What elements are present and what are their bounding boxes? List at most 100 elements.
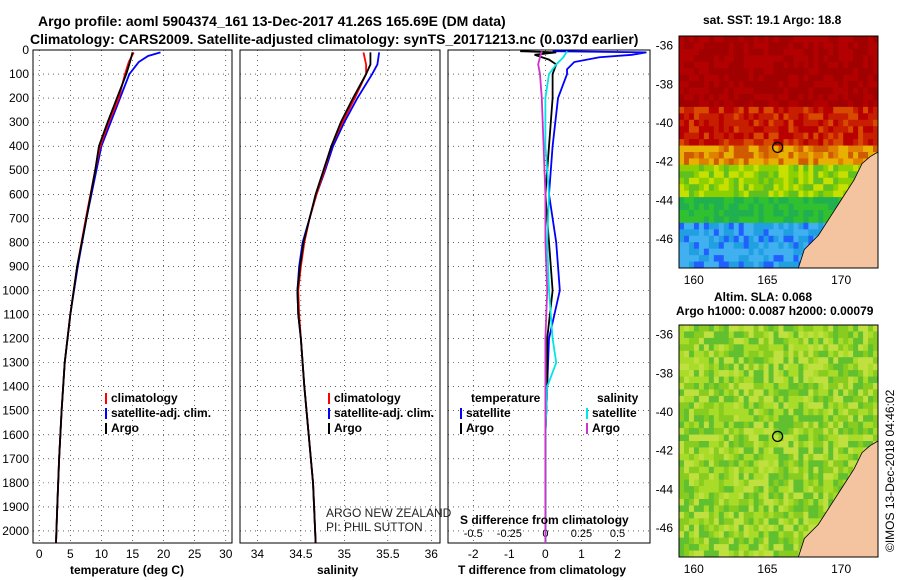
map-cell [763, 350, 770, 358]
map-cell [788, 152, 794, 159]
map-cell [823, 203, 829, 211]
map-cell [768, 152, 775, 159]
map-cell [783, 68, 789, 76]
map-cell [708, 421, 715, 429]
map-cell [713, 511, 720, 519]
map-cell [848, 68, 854, 76]
map-cell [703, 511, 710, 519]
map-cell [768, 544, 775, 552]
map-cell [708, 81, 715, 89]
map-cell [813, 434, 819, 442]
x-tick-label: 25 [188, 547, 202, 561]
map-cell [803, 479, 809, 487]
map-cell [803, 441, 809, 448]
map-cell [813, 337, 819, 345]
map-cell [708, 408, 715, 416]
map-cell [793, 550, 799, 558]
map-cell [788, 242, 794, 250]
series-line-argo [55, 52, 134, 544]
legend-swatch [105, 423, 107, 434]
map-cell [718, 87, 725, 95]
map-cell [798, 531, 804, 539]
map-cell [758, 402, 765, 410]
sla-map-title-line2: Argo h1000: 0.0087 h2000: 0.00079 [676, 304, 874, 318]
map-cell [823, 421, 829, 429]
map-cell [868, 100, 874, 108]
map-cell [823, 190, 829, 198]
map-cell [793, 171, 799, 179]
map-cell [728, 434, 735, 442]
map-cell [763, 325, 770, 332]
map-cell [858, 61, 864, 69]
map-cell [758, 242, 765, 250]
legend-label: satellite-adj. clim. [334, 406, 435, 420]
map-cell [713, 453, 720, 461]
map-cell [783, 203, 789, 211]
map-cell [683, 350, 690, 358]
map-cell [873, 81, 879, 89]
map-cell [743, 177, 750, 185]
map-cell [813, 55, 819, 63]
map-cell [808, 68, 814, 76]
map-cell [679, 61, 685, 69]
map-cell [679, 158, 685, 166]
map-cell [679, 524, 685, 532]
map-cell [833, 383, 839, 390]
map-cell [843, 132, 849, 140]
map-cell [778, 235, 784, 243]
temperature-legend: climatology satellite-adj. clim. Argo [105, 391, 211, 436]
map-cell [758, 479, 765, 487]
map-cell [683, 100, 690, 108]
map-cell [758, 550, 765, 558]
map-cell [793, 447, 799, 455]
map-y-tick-label: -46 [656, 521, 674, 535]
map-cell [763, 222, 770, 230]
map-cell [773, 119, 779, 127]
map-cell [728, 325, 735, 332]
map-cell [823, 428, 829, 436]
map-cell [718, 344, 725, 352]
y-tick-label: 800 [9, 235, 29, 249]
map-cell [788, 473, 794, 481]
map-cell [698, 325, 705, 332]
map-cell [693, 325, 700, 332]
map-cell [798, 350, 804, 358]
map-cell [808, 492, 814, 500]
map-cell [778, 106, 784, 114]
map-cell [738, 337, 745, 345]
map-cell [858, 421, 864, 429]
map-cell [808, 460, 814, 468]
map-cell [758, 441, 765, 448]
map-cell [823, 434, 829, 442]
map-cell [853, 441, 859, 448]
legend-heading-text: salinity [597, 391, 639, 405]
map-cell [743, 100, 750, 108]
map-cell [868, 81, 874, 89]
map-cell [718, 36, 725, 43]
map-cell [738, 441, 745, 448]
map-cell [703, 453, 710, 461]
map-cell [723, 550, 730, 558]
map-cell [768, 255, 775, 263]
map-cell [688, 203, 695, 211]
map-cell [818, 492, 824, 500]
map-cell [738, 61, 745, 69]
map-cell [713, 325, 720, 332]
map-cell [718, 139, 725, 147]
map-cell [773, 325, 779, 332]
map-cell [863, 408, 869, 416]
map-cell [743, 190, 750, 198]
map-cell [828, 357, 834, 365]
map-cell [768, 550, 775, 558]
map-cell [723, 337, 730, 345]
map-cell [813, 453, 819, 461]
map-cell [738, 531, 745, 539]
map-cell [758, 344, 765, 352]
map-cell [873, 36, 879, 43]
legend-label: Argo [111, 421, 139, 435]
map-cell [808, 113, 814, 121]
map-frame [678, 35, 879, 269]
map-cell [783, 524, 789, 532]
map-cell [863, 421, 869, 429]
map-cell [803, 87, 809, 95]
